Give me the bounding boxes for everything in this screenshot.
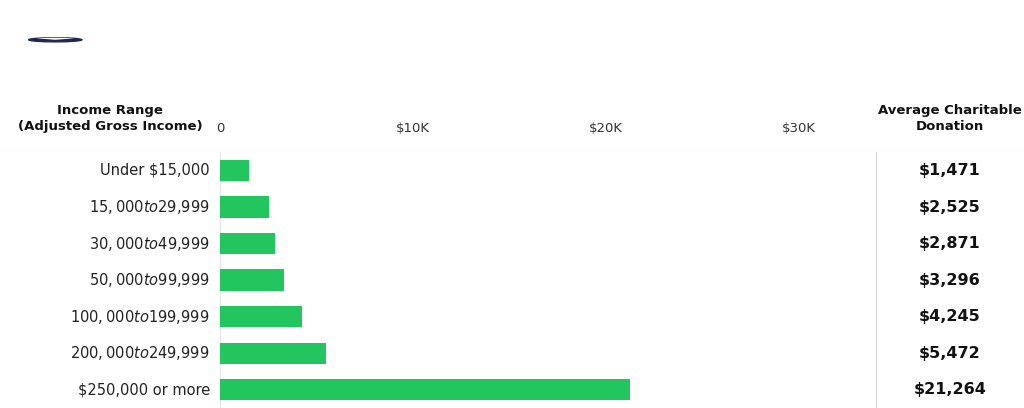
Text: Under $15,000: Under $15,000 xyxy=(100,163,210,178)
Bar xyxy=(220,379,630,400)
Bar xyxy=(778,50,787,60)
Text: 0: 0 xyxy=(216,122,224,135)
Text: $5,472: $5,472 xyxy=(919,346,981,361)
Text: $50,000 to $99,999: $50,000 to $99,999 xyxy=(89,271,210,289)
Text: Average Donation for Each Income Range: Average Donation for Each Income Range xyxy=(110,28,663,52)
Text: $4,245: $4,245 xyxy=(919,309,981,324)
Text: $15,000 to $29,999: $15,000 to $29,999 xyxy=(89,198,210,216)
Bar xyxy=(220,160,249,181)
Bar xyxy=(791,38,800,60)
Text: $20K: $20K xyxy=(589,122,623,135)
Bar xyxy=(815,42,824,60)
Bar xyxy=(220,196,269,217)
Text: $2,871: $2,871 xyxy=(919,236,981,251)
Text: Income Range
(Adjusted Gross Income): Income Range (Adjusted Gross Income) xyxy=(17,104,203,133)
Bar xyxy=(220,270,284,290)
Text: DEFINE: DEFINE xyxy=(835,31,902,49)
Text: Average Charitable
Donation: Average Charitable Donation xyxy=(878,104,1022,133)
Text: $10K: $10K xyxy=(396,122,430,135)
Text: $3,296: $3,296 xyxy=(919,273,981,288)
Circle shape xyxy=(29,38,82,42)
Text: FINANCIAL: FINANCIAL xyxy=(912,31,1000,49)
Text: $21,264: $21,264 xyxy=(913,382,986,397)
Text: $1,471: $1,471 xyxy=(919,163,981,178)
Text: $30K: $30K xyxy=(781,122,815,135)
Text: $2,525: $2,525 xyxy=(919,200,981,215)
Text: $250,000 or more: $250,000 or more xyxy=(78,382,210,397)
Bar xyxy=(220,343,326,364)
Bar xyxy=(220,306,302,327)
Bar xyxy=(803,28,812,60)
FancyBboxPatch shape xyxy=(3,8,108,71)
Bar xyxy=(220,233,275,254)
Wedge shape xyxy=(37,38,74,40)
Text: $100,000 to $199,999: $100,000 to $199,999 xyxy=(71,308,210,326)
Text: $200,000 to $249,999: $200,000 to $249,999 xyxy=(71,344,210,362)
Text: $30,000 to $49,999: $30,000 to $49,999 xyxy=(89,235,210,253)
